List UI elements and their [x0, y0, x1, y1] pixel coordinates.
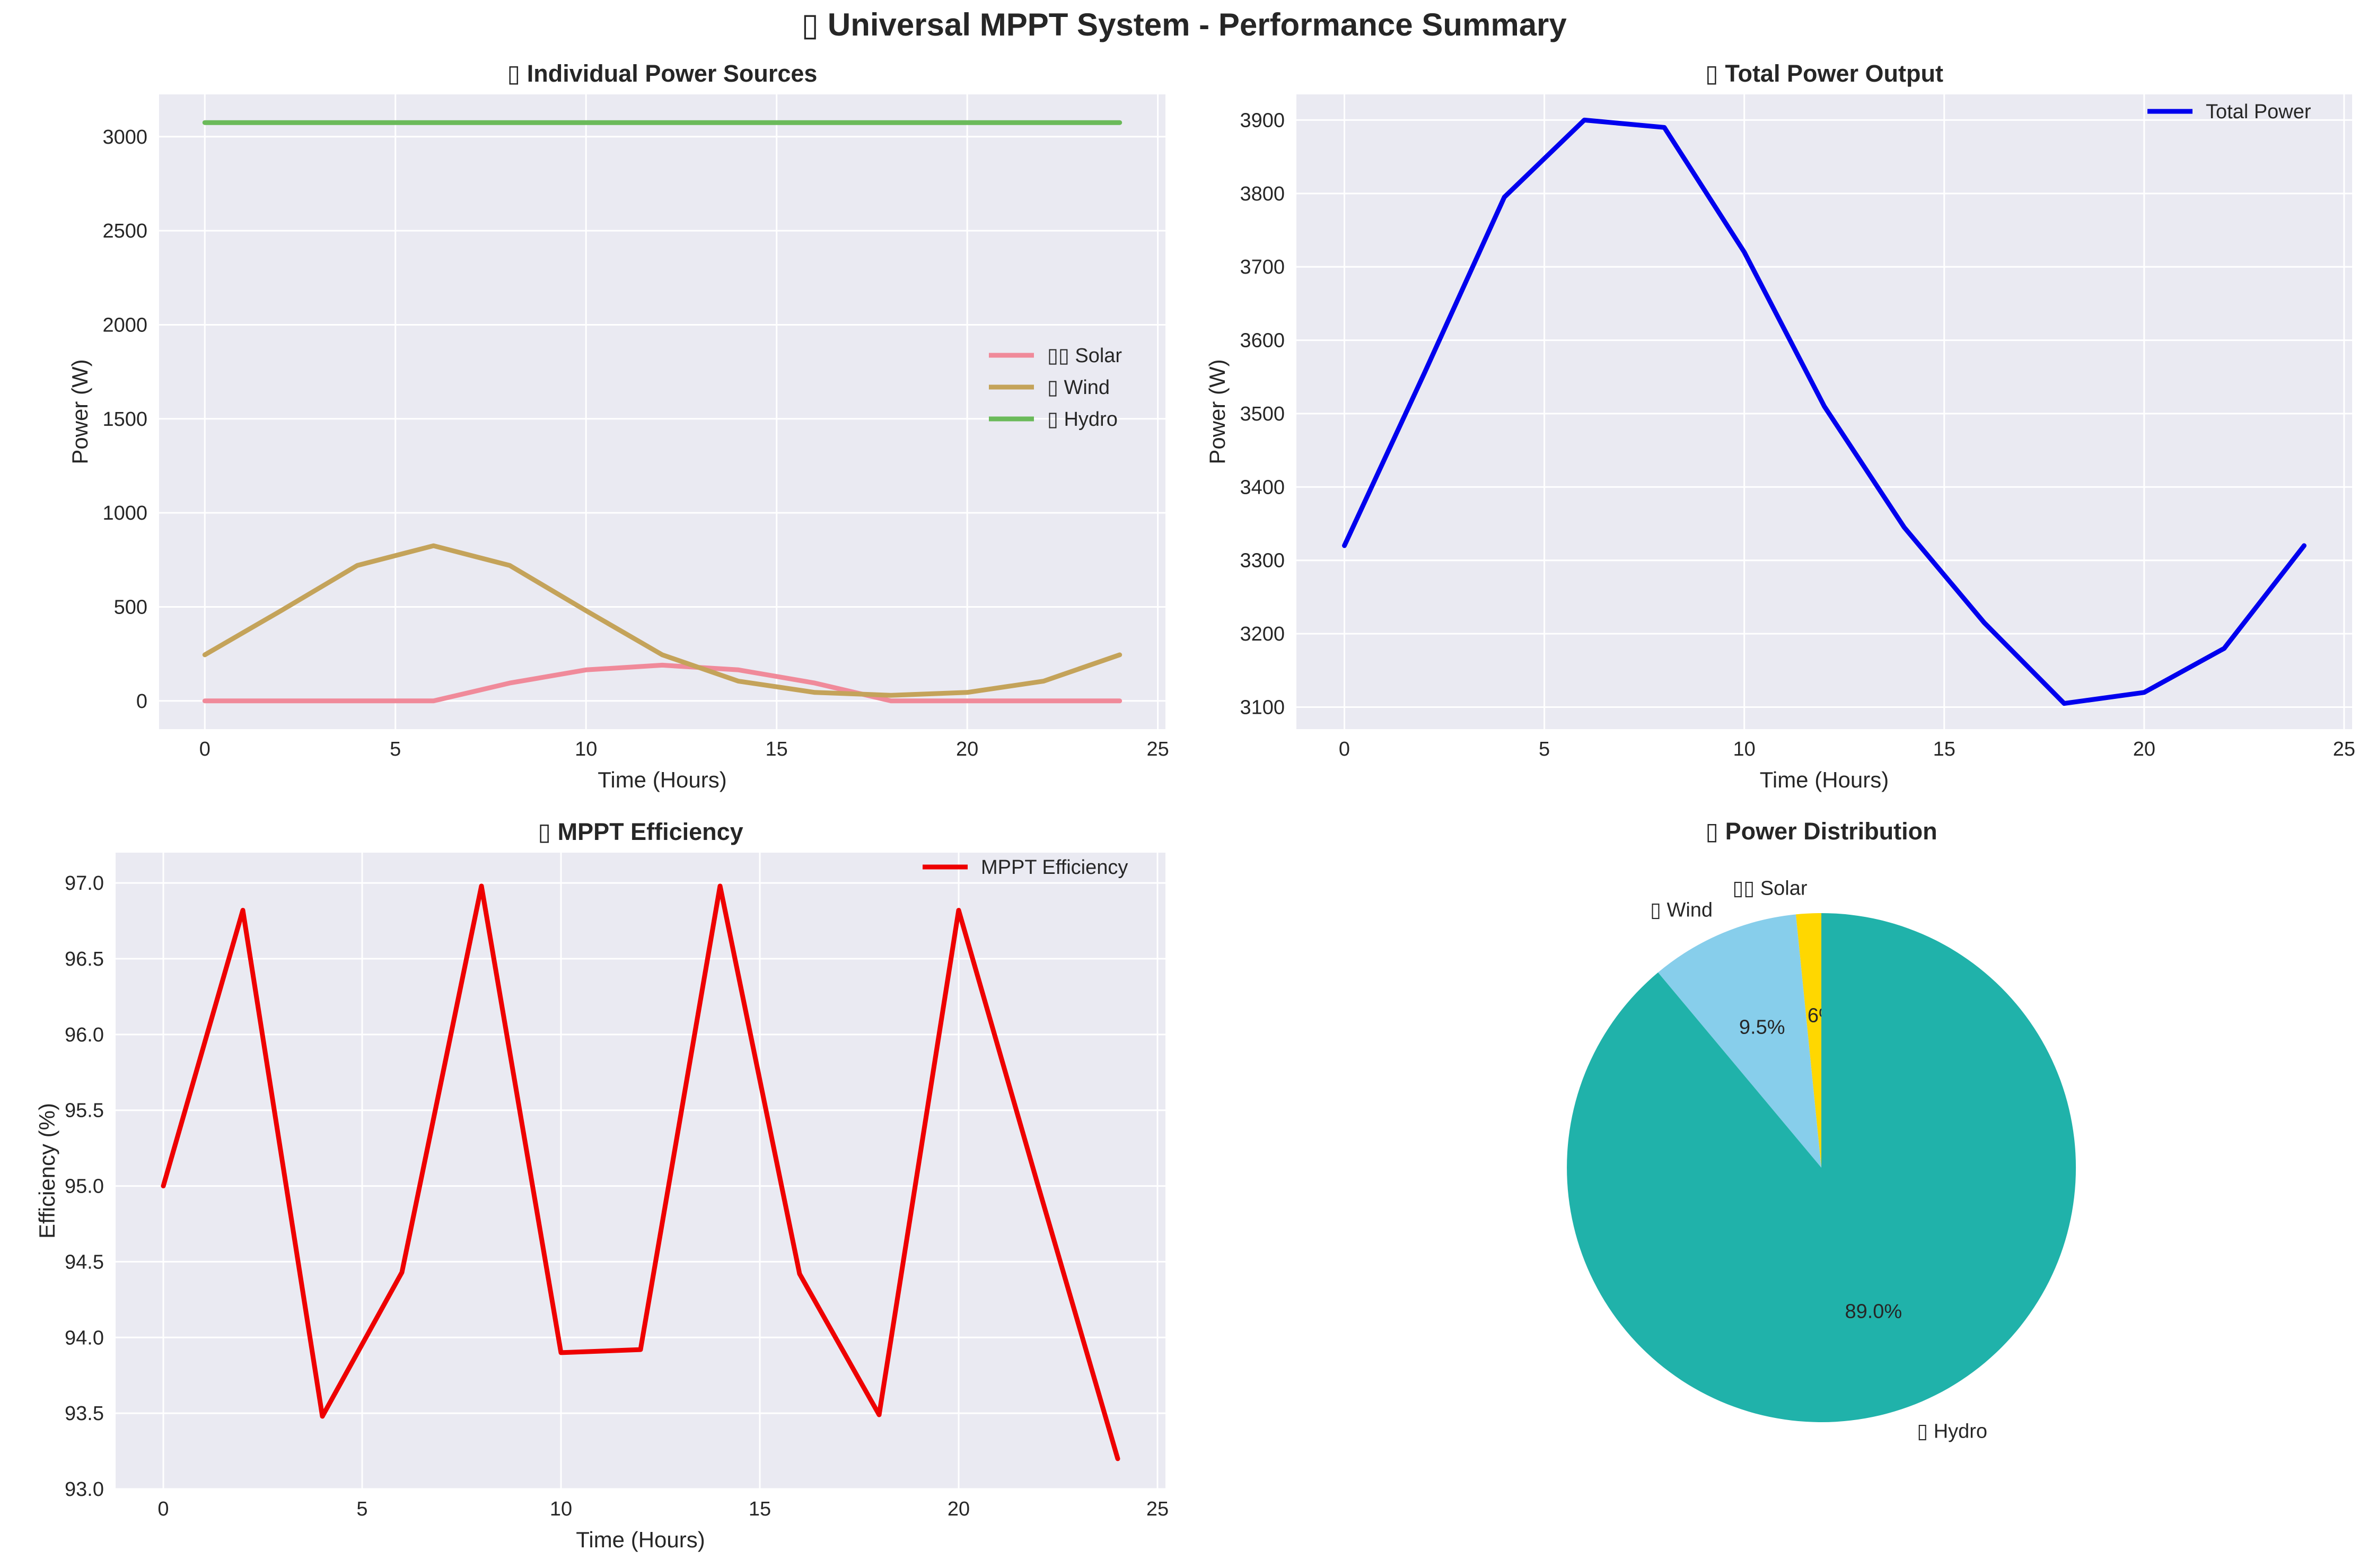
y-tick-label: 3700: [1240, 256, 1285, 278]
x-tick-label: 15: [1933, 738, 1955, 760]
y-tick-label: 3900: [1240, 109, 1285, 132]
y-tick-label: 0: [136, 690, 147, 713]
x-tick-label: 10: [550, 1498, 572, 1520]
y-tick-label: 3000: [102, 126, 147, 148]
x-tick-label: 10: [1733, 738, 1756, 760]
x-tick-label: 0: [1339, 738, 1350, 760]
y-tick-label: 3200: [1240, 623, 1285, 645]
x-tick-label: 15: [766, 738, 788, 760]
series-line: [1342, 117, 2306, 706]
x-tick-label: 20: [956, 738, 978, 760]
slice-percent: 89.0%: [1845, 1301, 1902, 1323]
chart-title: ▯ Power Distribution: [1705, 818, 1937, 845]
chart-title: ▯ Individual Power Sources: [507, 60, 818, 87]
x-tick-label: 5: [1539, 738, 1550, 760]
x-tick-label: 25: [1146, 1498, 1169, 1520]
series-line: [161, 883, 1120, 1461]
chart-title: ▯ MPPT Efficiency: [538, 818, 743, 845]
series-line: [202, 662, 1122, 704]
legend-label: ▯ Hydro: [1047, 408, 1118, 431]
y-tick-label: 95.0: [65, 1176, 104, 1198]
y-tick-label: 1000: [102, 502, 147, 524]
y-tick-label: 2000: [102, 314, 147, 336]
y-axis-label: Power (W): [67, 359, 92, 464]
y-tick-label: 3500: [1240, 403, 1285, 425]
pie-slice: [1795, 913, 1821, 1168]
legend-label: MPPT Efficiency: [981, 856, 1128, 879]
plot-area: [116, 853, 1165, 1489]
x-tick-label: 5: [356, 1498, 367, 1520]
slice-label: ▯ Hydro: [1917, 1420, 1987, 1442]
y-tick-label: 94.0: [65, 1327, 104, 1349]
x-tick-label: 20: [2133, 738, 2155, 760]
pie-slice: [1658, 914, 1821, 1168]
slice-label: ▯▯ Solar: [1732, 878, 1807, 900]
figure-title: ▯ Universal MPPT System - Performance Su…: [801, 7, 1567, 42]
y-tick-label: 500: [114, 596, 147, 618]
y-tick-label: 1500: [102, 408, 147, 431]
plot-area: [159, 94, 1165, 729]
y-tick-label: 93.5: [65, 1403, 104, 1425]
plot-area: [1296, 94, 2352, 729]
x-tick-label: 0: [199, 738, 211, 760]
pie-slice: [1567, 913, 2076, 1422]
chart-panel-2: 0 5 10 15 20 25 3100 3200 3300 3400 3500 3600 3700 38…: [1205, 60, 2355, 792]
y-tick-label: 3100: [1240, 696, 1285, 719]
x-tick-label: 15: [749, 1498, 771, 1520]
y-tick-label: 3300: [1240, 550, 1285, 572]
x-tick-label: 5: [390, 738, 401, 760]
y-axis-label: Efficiency (%): [34, 1103, 59, 1239]
series-line: [202, 543, 1122, 698]
chart-panel-1: 0 5 10 15 20 25 0 500 1000 1500 2000 2500 3000 ▯ Indi…: [67, 60, 1169, 792]
y-axis-label: Power (W): [1205, 359, 1230, 464]
x-tick-label: 0: [157, 1498, 169, 1520]
x-tick-label: 10: [575, 738, 597, 760]
y-tick-label: 3800: [1240, 183, 1285, 205]
y-tick-label: 94.5: [65, 1251, 104, 1273]
y-tick-label: 96.5: [65, 948, 104, 970]
y-tick-label: 97.0: [65, 872, 104, 895]
y-tick-label: 3400: [1240, 476, 1285, 498]
legend-label: Total Power: [2206, 101, 2311, 123]
chart-title: ▯ Total Power Output: [1705, 60, 1943, 87]
y-tick-label: 3600: [1240, 330, 1285, 352]
slice-label: ▯ Wind: [1650, 899, 1713, 921]
y-tick-label: 2500: [102, 220, 147, 242]
x-axis-label: Time (Hours): [1760, 767, 1889, 792]
legend-label: ▯ Wind: [1047, 376, 1110, 399]
legend-label: ▯▯ Solar: [1047, 345, 1122, 367]
y-tick-label: 95.5: [65, 1100, 104, 1122]
x-axis-label: Time (Hours): [576, 1527, 705, 1552]
x-tick-label: 25: [2333, 738, 2355, 760]
slice-percent: 9.5%: [1739, 1017, 1785, 1039]
chart-panel-3: 0 5 10 15 20 25 93.0 93.5 94.0 94.5 95.0 95.5 96.0 96…: [34, 818, 1169, 1552]
y-tick-label: 96.0: [65, 1024, 104, 1046]
x-tick-label: 25: [1146, 738, 1169, 760]
x-tick-label: 20: [948, 1498, 970, 1520]
y-tick-label: 93.0: [65, 1478, 104, 1501]
x-axis-label: Time (Hours): [598, 767, 726, 792]
